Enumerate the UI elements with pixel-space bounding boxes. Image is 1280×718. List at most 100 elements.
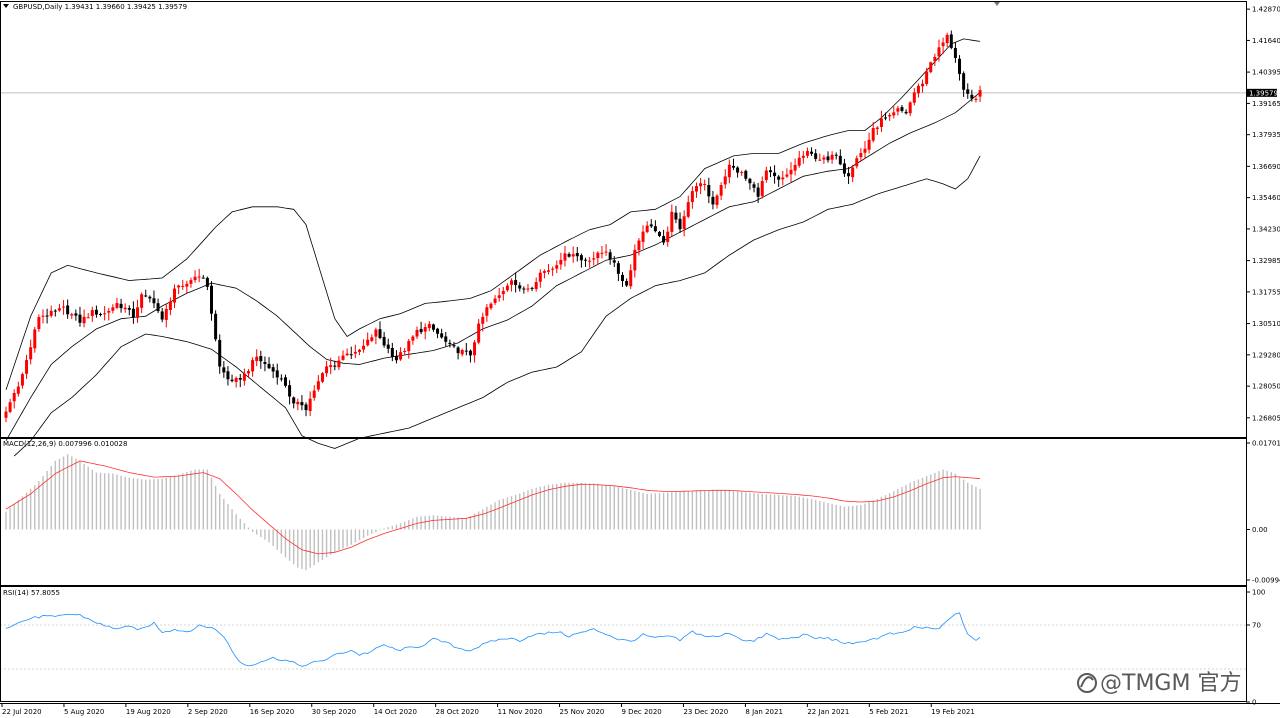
candle-body [131, 308, 135, 318]
candle-body [781, 177, 785, 180]
candle-body [246, 371, 250, 374]
candle-body [937, 47, 941, 57]
candle-body [974, 98, 978, 100]
candle-body [805, 151, 809, 156]
candle-body [834, 154, 838, 156]
candle-body [699, 183, 703, 187]
candle-body [629, 270, 633, 287]
candle-body [818, 159, 822, 161]
candle-body [670, 211, 674, 232]
candle-body [259, 355, 263, 362]
candle-body [316, 381, 320, 390]
candle-body [666, 231, 670, 243]
candle-body [12, 392, 16, 402]
candle-body [867, 139, 871, 150]
rsi-header: RSI(14) 57.8055 [3, 589, 60, 597]
candle-body [29, 347, 33, 360]
candle-body [230, 379, 234, 382]
candle-body [242, 373, 246, 381]
rsi-tick-label: 100 [1252, 589, 1265, 597]
date-tick-label: 5 Feb 2021 [869, 708, 908, 716]
candle-body [970, 94, 974, 99]
price-tick-label: 1.26805 [1252, 414, 1280, 422]
candle-body [542, 271, 546, 273]
candle-body [871, 128, 875, 141]
candle-body [177, 285, 181, 288]
date-tick-label: 11 Nov 2020 [498, 708, 543, 716]
rsi-line [5, 612, 981, 667]
candle-body [847, 173, 851, 177]
date-tick-label: 22 Jul 2020 [2, 708, 42, 716]
candle-body [966, 89, 970, 94]
candle-body [353, 351, 357, 354]
candle-body [222, 367, 226, 373]
candle-body [916, 85, 920, 94]
symbol-header: GBPUSD,Daily 1.39431 1.39660 1.39425 1.3… [13, 3, 187, 11]
candle-body [423, 327, 427, 332]
date-tick-label: 5 Aug 2020 [64, 708, 104, 716]
candle-body [357, 349, 361, 352]
candle-body [234, 378, 238, 382]
candle-body [530, 287, 534, 289]
candle-body [526, 288, 530, 290]
candle-body [399, 352, 403, 360]
candle-body [181, 285, 185, 287]
candle-body [362, 345, 366, 350]
candle-body [904, 111, 908, 114]
candle-body [711, 196, 715, 205]
candle-body [271, 367, 275, 372]
candle-body [694, 186, 698, 192]
candle-body [189, 280, 193, 284]
candle-body [57, 308, 61, 311]
macd-signal-line [5, 460, 981, 555]
candle-body [99, 313, 103, 315]
candle-body [267, 363, 271, 369]
candle-body [78, 314, 82, 323]
candle-body [436, 328, 440, 334]
date-tick-label: 19 Aug 2020 [126, 708, 171, 716]
candle-body [136, 307, 140, 318]
candle-body [185, 283, 189, 287]
symbol-dropdown-icon[interactable] [3, 4, 9, 8]
candle-body [888, 115, 892, 117]
candle-body [682, 216, 686, 229]
candle-body [160, 311, 164, 320]
candle-body [251, 360, 255, 372]
candle-body [908, 102, 912, 114]
candle-body [8, 402, 12, 412]
candle-body [736, 167, 740, 173]
candle-body [49, 310, 53, 316]
candle-body [551, 268, 555, 270]
price-tick-label: 1.40395 [1252, 69, 1280, 77]
candle-body [896, 108, 900, 112]
candle-body [226, 371, 230, 380]
candle-body [801, 155, 805, 158]
candle-body [855, 158, 859, 167]
candle-body [555, 265, 559, 269]
price-tick-label: 1.29280 [1252, 351, 1280, 359]
price-tick-label: 1.39165 [1252, 100, 1280, 108]
candle-body [978, 90, 982, 97]
candle-body [382, 336, 386, 346]
candle-body [238, 378, 242, 380]
candle-body [37, 317, 41, 330]
macd-tick-label: 0.00 [1252, 526, 1268, 534]
candle-body [912, 92, 916, 103]
date-tick-label: 14 Oct 2020 [374, 708, 417, 716]
candle-body [592, 258, 596, 260]
candle-body [764, 170, 768, 181]
candle-body [20, 374, 24, 386]
candle-body [707, 185, 711, 197]
current-price-label: 1.39579 [1249, 89, 1278, 97]
candle-body [945, 34, 949, 44]
candle-body [810, 151, 814, 154]
candle-body [82, 316, 86, 324]
candle-body [366, 339, 370, 346]
macd-pane-border [0, 438, 1247, 586]
candle-body [744, 170, 748, 179]
candle-body [197, 276, 201, 278]
candle-body [933, 57, 937, 62]
candle-body [390, 347, 394, 357]
